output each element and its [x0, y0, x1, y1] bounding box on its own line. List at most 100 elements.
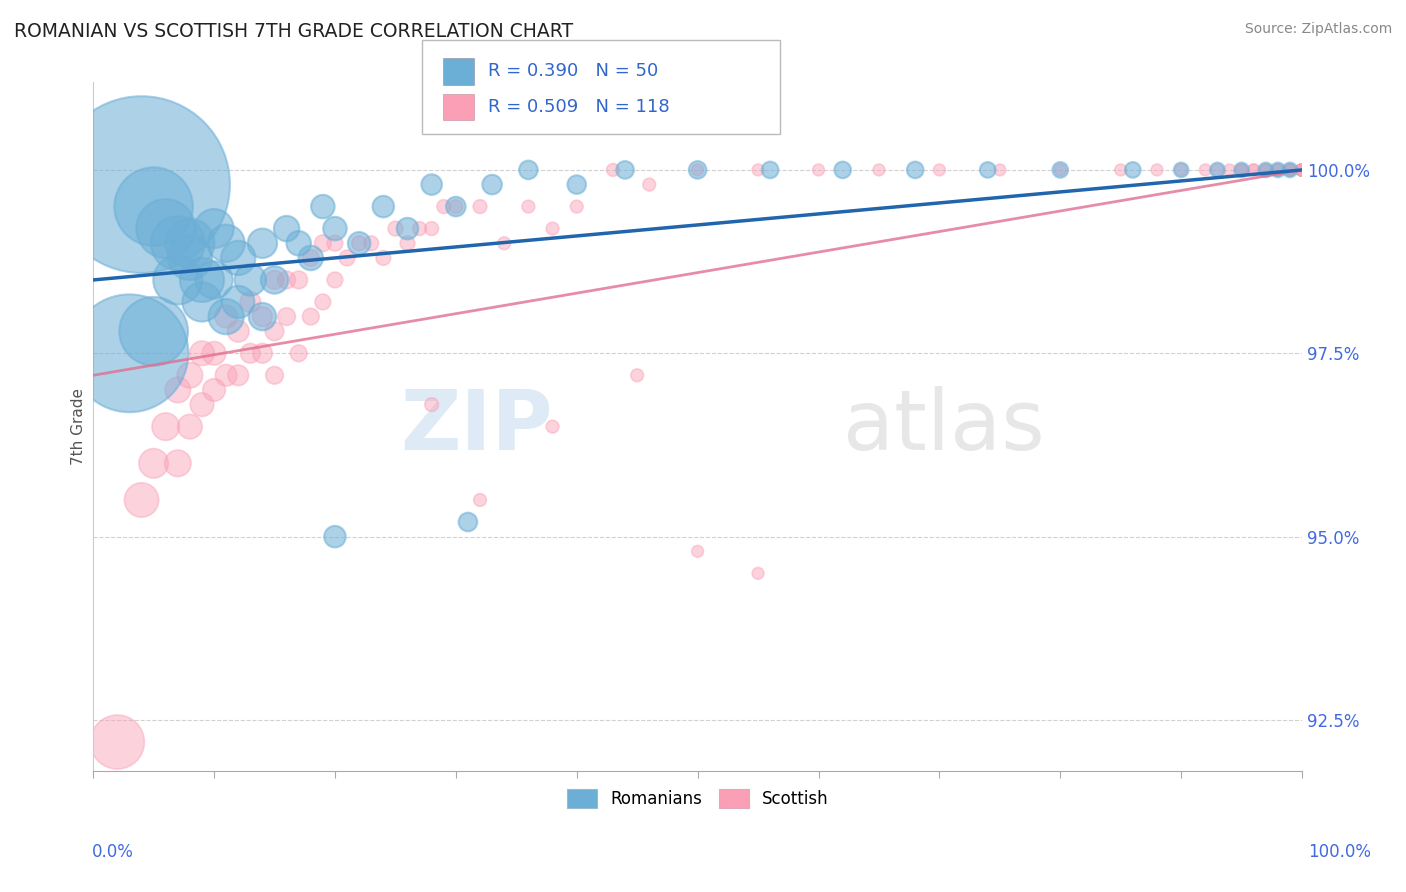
Point [155, 221, 177, 235]
Point [1291, 162, 1313, 177]
Point [384, 221, 406, 235]
Point [191, 273, 214, 287]
Point [118, 346, 141, 360]
Point [299, 310, 322, 324]
Point [1267, 162, 1289, 177]
Point [1291, 162, 1313, 177]
Point [1230, 162, 1253, 177]
Point [1291, 162, 1313, 177]
Point [226, 368, 249, 383]
Point [481, 178, 503, 192]
Text: R = 0.509   N = 118: R = 0.509 N = 118 [488, 98, 669, 116]
Point [347, 236, 370, 251]
Point [1194, 162, 1216, 177]
Point [1206, 162, 1229, 177]
Point [166, 273, 188, 287]
Point [638, 178, 661, 192]
Point [1291, 162, 1313, 177]
Point [373, 251, 395, 265]
Point [166, 456, 188, 470]
Point [1291, 162, 1313, 177]
Point [142, 200, 165, 214]
Point [323, 273, 346, 287]
Point [179, 368, 201, 383]
Point [1291, 162, 1313, 177]
Point [457, 515, 479, 529]
Point [541, 419, 564, 434]
Point [142, 324, 165, 338]
Point [565, 200, 588, 214]
Point [276, 221, 298, 235]
Point [1291, 162, 1313, 177]
Legend: Romanians, Scottish: Romanians, Scottish [560, 782, 835, 814]
Text: 0.0%: 0.0% [91, 843, 134, 861]
Point [263, 273, 285, 287]
Point [1243, 162, 1265, 177]
Text: Source: ZipAtlas.com: Source: ZipAtlas.com [1244, 22, 1392, 37]
Point [444, 200, 467, 214]
Point [396, 236, 419, 251]
Text: 100.0%: 100.0% [1308, 843, 1371, 861]
Point [1218, 162, 1240, 177]
Point [1278, 162, 1301, 177]
Point [420, 398, 443, 412]
Point [263, 368, 285, 383]
Point [179, 236, 201, 251]
Point [1291, 162, 1313, 177]
Point [1254, 162, 1277, 177]
Point [1254, 162, 1277, 177]
Point [252, 310, 274, 324]
Point [1291, 162, 1313, 177]
Point [1291, 162, 1313, 177]
Y-axis label: 7th Grade: 7th Grade [72, 388, 86, 465]
Point [988, 162, 1011, 177]
Point [252, 346, 274, 360]
Point [323, 236, 346, 251]
Point [904, 162, 927, 177]
Point [807, 162, 830, 177]
Point [155, 419, 177, 434]
Point [468, 200, 491, 214]
Point [191, 346, 214, 360]
Point [287, 236, 309, 251]
Point [1291, 162, 1313, 177]
Point [191, 398, 214, 412]
Point [602, 162, 624, 177]
Point [215, 310, 238, 324]
Point [1291, 162, 1313, 177]
Point [323, 221, 346, 235]
Text: ZIP: ZIP [401, 386, 553, 467]
Point [831, 162, 853, 177]
Point [1291, 162, 1313, 177]
Point [226, 295, 249, 310]
Point [226, 324, 249, 338]
Point [312, 295, 335, 310]
Point [1291, 162, 1313, 177]
Text: atlas: atlas [842, 386, 1045, 467]
Point [1291, 162, 1313, 177]
Point [1206, 162, 1229, 177]
Point [1291, 162, 1313, 177]
Text: R = 0.390   N = 50: R = 0.390 N = 50 [488, 62, 658, 80]
Point [444, 200, 467, 214]
Point [202, 221, 225, 235]
Point [541, 221, 564, 235]
Point [517, 162, 540, 177]
Point [747, 566, 769, 581]
Point [179, 251, 201, 265]
Point [1254, 162, 1277, 177]
Point [131, 178, 153, 192]
Point [312, 236, 335, 251]
Point [1291, 162, 1313, 177]
Point [323, 530, 346, 544]
Point [276, 273, 298, 287]
Point [1267, 162, 1289, 177]
Point [202, 273, 225, 287]
Point [105, 735, 128, 749]
Point [373, 200, 395, 214]
Point [1291, 162, 1313, 177]
Point [1170, 162, 1192, 177]
Point [1291, 162, 1313, 177]
Point [1109, 162, 1132, 177]
Point [312, 200, 335, 214]
